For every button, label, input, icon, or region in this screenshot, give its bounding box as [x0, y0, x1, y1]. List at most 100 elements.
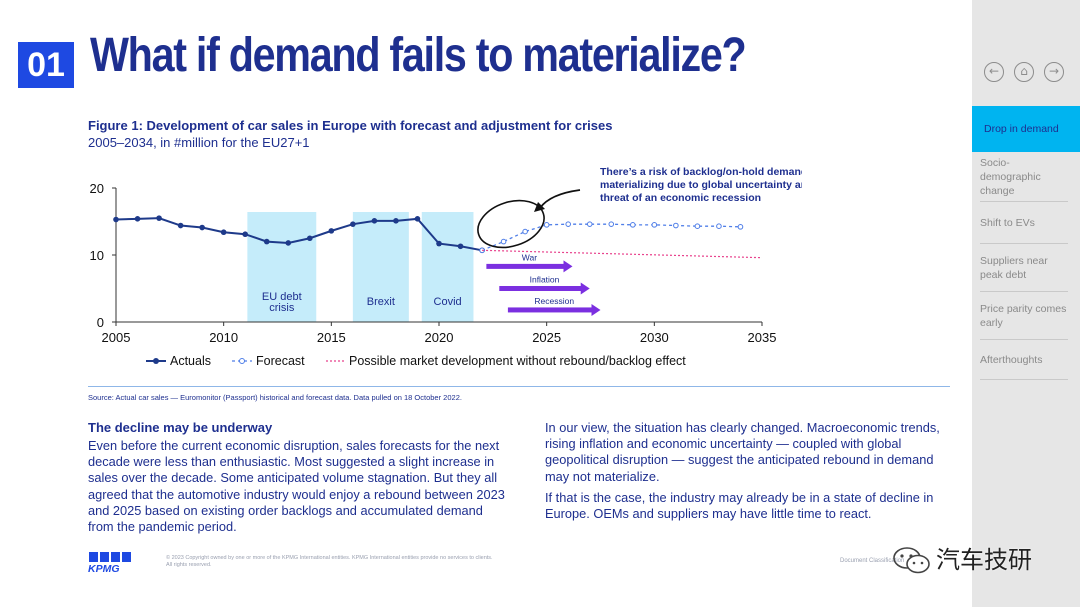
sidebar-item-label: Shift to EVs: [980, 217, 1035, 229]
annotation-text-line1: There’s a risk of backlog/on-hold demand…: [600, 166, 802, 178]
chart-axes: 2005 2010 2015 2020 2025 2030 2035 0 10 20: [90, 181, 777, 345]
actuals-point: [307, 235, 313, 242]
sidebar-item-label: Drop in demand: [984, 123, 1059, 135]
sidebar-item-label: Socio-demographic change: [980, 157, 1041, 197]
sidebar-item-price-parity-comes-early[interactable]: Price parity comes early: [972, 292, 1080, 340]
document-classification: Document Classification: [840, 558, 905, 564]
chart-annotation: There’s a risk of backlog/on-hold demand…: [477, 166, 802, 249]
series-forecast-line: [481, 223, 741, 251]
copyright-notice: © 2023 Copyright owned by one or more of…: [166, 555, 606, 569]
kpmg-logo: KPMG: [88, 552, 131, 574]
series-actuals-line: [115, 217, 483, 252]
divider: [88, 386, 950, 387]
right-paragraph-2: If that is the case, the industry may al…: [545, 490, 934, 522]
crisis-arrows: War Inflation Recession: [486, 252, 601, 316]
sidebar: [972, 0, 1080, 607]
forecast-point: [565, 221, 572, 227]
copyright-line-1: © 2023 Copyright owned by one or more of…: [166, 555, 493, 561]
crisis-arrow-head: [580, 282, 590, 295]
actuals-point: [436, 240, 442, 247]
legend-marker-actuals: [153, 358, 159, 364]
crisis-arrow-head: [591, 303, 601, 316]
annotation-arrow-head: [534, 202, 545, 212]
figure-source: Source: Actual car sales — Euromonitor (…: [88, 393, 462, 402]
actuals-point: [457, 243, 464, 250]
shaded-period-1: [352, 212, 409, 322]
actuals-point: [134, 216, 141, 222]
shaded-period-0: [247, 212, 317, 322]
sidebar-item-label: Suppliers near peak debt: [980, 255, 1048, 281]
x-tick-label: 2035: [748, 330, 777, 345]
chart-series: [113, 215, 763, 259]
actuals-point: [393, 218, 399, 224]
section-number-badge: 01: [18, 42, 74, 88]
forecast-point: [586, 221, 593, 227]
forecast-point: [716, 223, 722, 229]
actuals-point: [414, 216, 421, 222]
y-tick-label: 20: [90, 181, 104, 196]
sidebar-item-socio-demographic-change[interactable]: Socio-demographic change: [972, 152, 1080, 202]
sidebar-item-label: Price parity comes early: [980, 303, 1067, 329]
sidebar-separator: [980, 291, 1068, 292]
sidebar-separator: [980, 201, 1068, 202]
actuals-point: [199, 224, 205, 231]
sidebar-item-shift-to-evs[interactable]: Shift to EVs: [972, 202, 1080, 244]
arrow-left-circle-icon[interactable]: ←: [984, 62, 1004, 82]
x-tick-label: 2015: [317, 330, 346, 345]
sidebar-menu: Drop in demand Socio-demographic change …: [972, 106, 1080, 380]
legend-label-no-rebound: Possible market development without rebo…: [349, 354, 686, 368]
forecast-point: [651, 222, 658, 228]
home-circle-icon[interactable]: ⌂: [1014, 62, 1034, 82]
forecast-point: [522, 228, 528, 235]
kpmg-logo-text: KPMG: [88, 563, 120, 574]
chart-legend: Actuals Forecast Possible market developme…: [146, 354, 686, 368]
crisis-arrow-0: [486, 263, 565, 269]
wechat-icon: [893, 547, 930, 574]
shaded-period-2: [421, 212, 474, 322]
annotation-text-line3: threat of an economic recession: [600, 192, 761, 204]
shaded-period-label: Brexit: [367, 296, 395, 308]
crisis-arrow-1: [499, 286, 582, 291]
actuals-point: [156, 215, 162, 221]
forecast-point: [694, 223, 701, 229]
left-heading: The decline may be underway: [88, 420, 273, 435]
sidebar-item-suppliers-near-peak-debt[interactable]: Suppliers near peak debt: [972, 244, 1080, 292]
actuals-point: [350, 221, 356, 227]
x-tick-label: 2010: [209, 330, 238, 345]
arrow-right-circle-icon[interactable]: →: [1044, 62, 1064, 82]
x-tick-label: 2025: [532, 330, 561, 345]
sidebar-separator: [980, 339, 1068, 340]
actuals-point: [113, 216, 119, 223]
x-tick-label: 2030: [640, 330, 669, 345]
forecast-point: [543, 222, 550, 228]
annotation-arrow: [539, 189, 581, 209]
watermark-text: 汽车技研: [936, 546, 1032, 574]
actuals-point: [242, 231, 248, 238]
actuals-point: [328, 228, 335, 234]
forecast-point: [608, 221, 615, 227]
forecast-point: [737, 224, 744, 230]
figure-subtitle: 2005–2034, in #million for the EU27+1: [88, 135, 310, 150]
forecast-point: [673, 222, 679, 229]
actuals-point: [263, 238, 270, 245]
sidebar-item-drop-in-demand[interactable]: Drop in demand: [972, 106, 1080, 152]
x-tick-label: 2020: [425, 330, 454, 345]
highlight-ellipse: [477, 199, 545, 249]
sidebar-item-label: Afterthoughts: [980, 354, 1043, 366]
sidebar-item-afterthoughts[interactable]: Afterthoughts: [972, 340, 1080, 380]
shaded-period-label: crisis: [269, 302, 295, 314]
slide-canvas: 01 What if demand fails to materialize? …: [18, 29, 950, 574]
actuals-point: [177, 222, 184, 229]
sidebar-separator: [980, 243, 1068, 244]
actuals-point: [285, 240, 292, 246]
copyright-line-2: All rights reserved.: [166, 562, 212, 568]
forecast-point: [500, 238, 507, 245]
sidebar-separator: [980, 379, 1068, 380]
annotation-text-line2: materializing due to global uncertainty …: [600, 179, 802, 191]
left-paragraph: Even before the current economic disrupt…: [88, 438, 505, 535]
figure-title: Figure 1: Development of car sales in Eu…: [88, 118, 613, 133]
forecast-point: [630, 222, 636, 228]
crisis-arrow-label: War: [522, 252, 537, 262]
